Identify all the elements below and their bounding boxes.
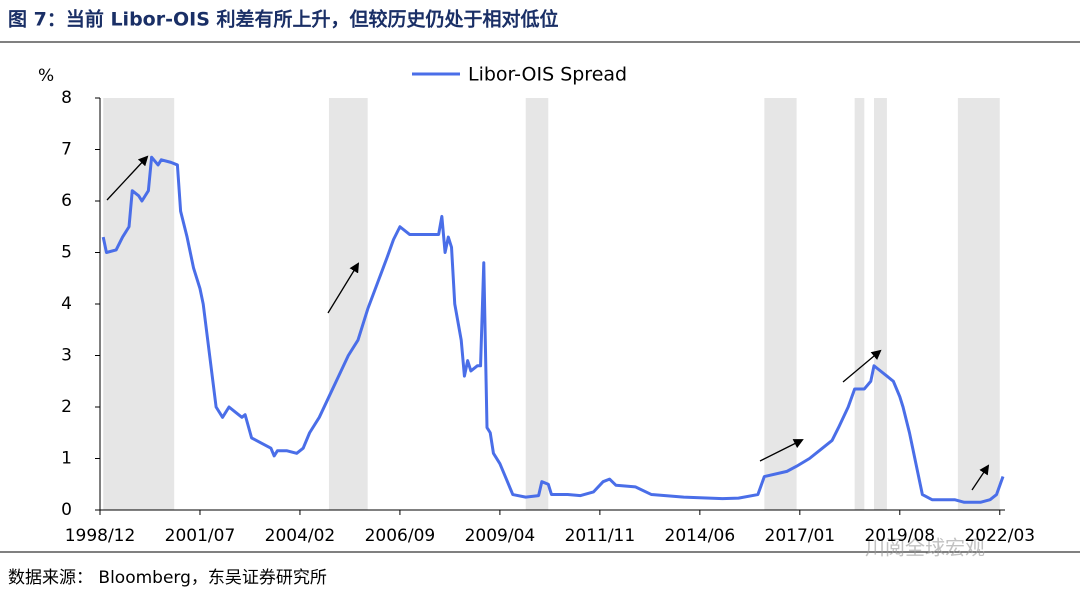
shaded-period bbox=[874, 98, 887, 510]
data-line bbox=[101, 155, 1005, 504]
x-tick-label: 1998/12 bbox=[65, 526, 136, 546]
x-tick-label: 2006/09 bbox=[365, 526, 436, 546]
source: 数据来源： Bloomberg，东吴证券研究所 bbox=[8, 568, 327, 588]
y-tick-label: 3 bbox=[61, 346, 72, 366]
arrow bbox=[106, 155, 149, 201]
y-tick-label: 5 bbox=[61, 243, 72, 263]
x-tick-label: 2019/08 bbox=[864, 526, 935, 546]
y-tick-label: 4 bbox=[61, 294, 72, 314]
watermark: 川阅全球宏观 bbox=[865, 536, 985, 560]
shaded-period bbox=[764, 98, 797, 510]
x-tick-label: 2001/07 bbox=[165, 526, 236, 546]
shaded-period bbox=[525, 98, 549, 510]
x-tick-label: 2014/06 bbox=[665, 526, 736, 546]
arrow bbox=[327, 262, 360, 314]
y-tick-label: 7 bbox=[61, 140, 72, 160]
arrow bbox=[842, 349, 882, 383]
y-tick-label: 2 bbox=[61, 397, 72, 417]
y-tick-label: 0 bbox=[61, 500, 72, 520]
x-tick-label: 2022/03 bbox=[964, 526, 1035, 546]
x-tick-label: 2017/01 bbox=[765, 526, 836, 546]
y-tick-label: 8 bbox=[61, 88, 72, 108]
y-tick-label: 6 bbox=[61, 191, 72, 211]
arrow bbox=[759, 439, 804, 462]
shaded-period bbox=[957, 98, 1000, 510]
x-tick-label: 2011/11 bbox=[565, 526, 636, 546]
x-tick-label: 2004/02 bbox=[265, 526, 336, 546]
legend-label: Libor-OIS Spread bbox=[468, 64, 627, 86]
y-axis-label: % bbox=[38, 66, 54, 86]
x-tick-label: 2009/04 bbox=[465, 526, 536, 546]
shaded-period bbox=[328, 98, 368, 510]
y-tick-label: 1 bbox=[61, 449, 72, 469]
chart-title: 图 7：当前 Libor-OIS 利差有所上升，但较历史仍处于相对低位 bbox=[8, 8, 559, 31]
arrow bbox=[971, 464, 990, 491]
shaded-period bbox=[854, 98, 865, 510]
